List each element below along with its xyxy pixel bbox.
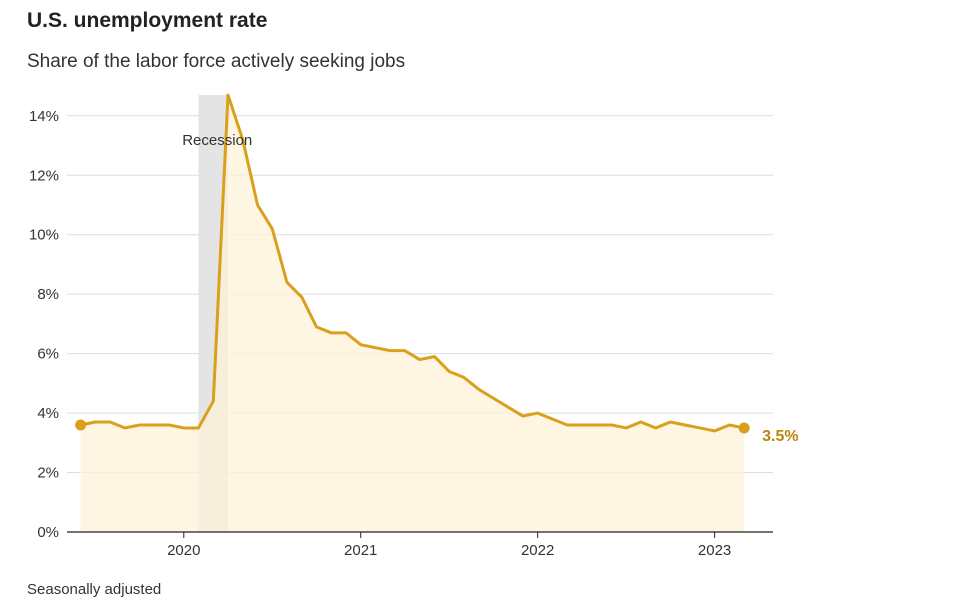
x-tick-label: 2022 <box>521 542 554 559</box>
data-point <box>698 426 702 430</box>
data-point <box>506 405 510 409</box>
data-point <box>550 417 554 421</box>
data-point <box>344 331 348 335</box>
data-point <box>447 369 451 373</box>
y-tick-label: 14% <box>29 108 59 125</box>
data-point <box>167 423 171 427</box>
data-point <box>123 426 127 430</box>
data-point <box>211 399 215 403</box>
data-point <box>521 414 525 418</box>
data-point <box>403 349 407 353</box>
data-point <box>314 325 318 329</box>
series-line-group <box>75 93 750 434</box>
data-point <box>388 349 392 353</box>
data-point <box>270 227 274 231</box>
data-point <box>462 375 466 379</box>
area-fill <box>80 95 745 532</box>
data-point <box>595 423 599 427</box>
y-tick-label: 8% <box>37 286 59 303</box>
data-point <box>713 429 717 433</box>
data-point <box>654 426 658 430</box>
x-tick-label: 2023 <box>698 542 731 559</box>
x-tick-label: 2020 <box>167 542 200 559</box>
endpoint-dot <box>75 419 87 431</box>
footnote: Seasonally adjusted <box>27 581 162 598</box>
y-tick-label: 4% <box>37 405 59 422</box>
y-tick-label: 6% <box>37 346 59 363</box>
data-point <box>609 423 613 427</box>
data-point <box>108 420 112 424</box>
y-tick-label: 10% <box>29 227 59 244</box>
data-point <box>359 343 363 347</box>
data-point <box>256 203 260 207</box>
y-tick-label: 2% <box>37 465 59 482</box>
data-point <box>285 280 289 284</box>
labels-group: Recession 3.5% <box>182 132 798 445</box>
data-point <box>580 423 584 427</box>
data-point <box>418 358 422 362</box>
series-line <box>80 93 745 433</box>
axes-group: 0% 2% 4% 6% 8% 10% 12% 14% 2020 2021 2022 2023 <box>29 108 773 559</box>
data-point <box>536 411 540 415</box>
y-tick-label: 12% <box>29 167 59 184</box>
data-point <box>565 423 569 427</box>
data-point <box>668 420 672 424</box>
data-point <box>182 426 186 430</box>
data-point <box>226 93 230 97</box>
data-point <box>624 426 628 430</box>
recession-label: Recession <box>182 132 252 149</box>
chart-title: U.S. unemployment rate <box>27 9 268 32</box>
end-value-label: 3.5% <box>762 428 798 445</box>
data-point <box>373 346 377 350</box>
data-point <box>196 426 200 430</box>
data-point <box>93 420 97 424</box>
data-point <box>491 396 495 400</box>
data-point <box>639 420 643 424</box>
chart-subtitle: Share of the labor force actively seekin… <box>27 51 406 72</box>
data-point <box>152 423 156 427</box>
data-point <box>329 331 333 335</box>
data-point <box>433 355 437 359</box>
data-point <box>727 423 731 427</box>
area-fill-group <box>80 95 745 532</box>
x-tick-label: 2021 <box>344 542 377 559</box>
data-point <box>300 295 304 299</box>
data-point <box>138 423 142 427</box>
data-point <box>683 423 687 427</box>
data-point <box>477 387 481 391</box>
y-tick-label: 0% <box>37 524 59 541</box>
endpoint-dot <box>738 422 750 434</box>
